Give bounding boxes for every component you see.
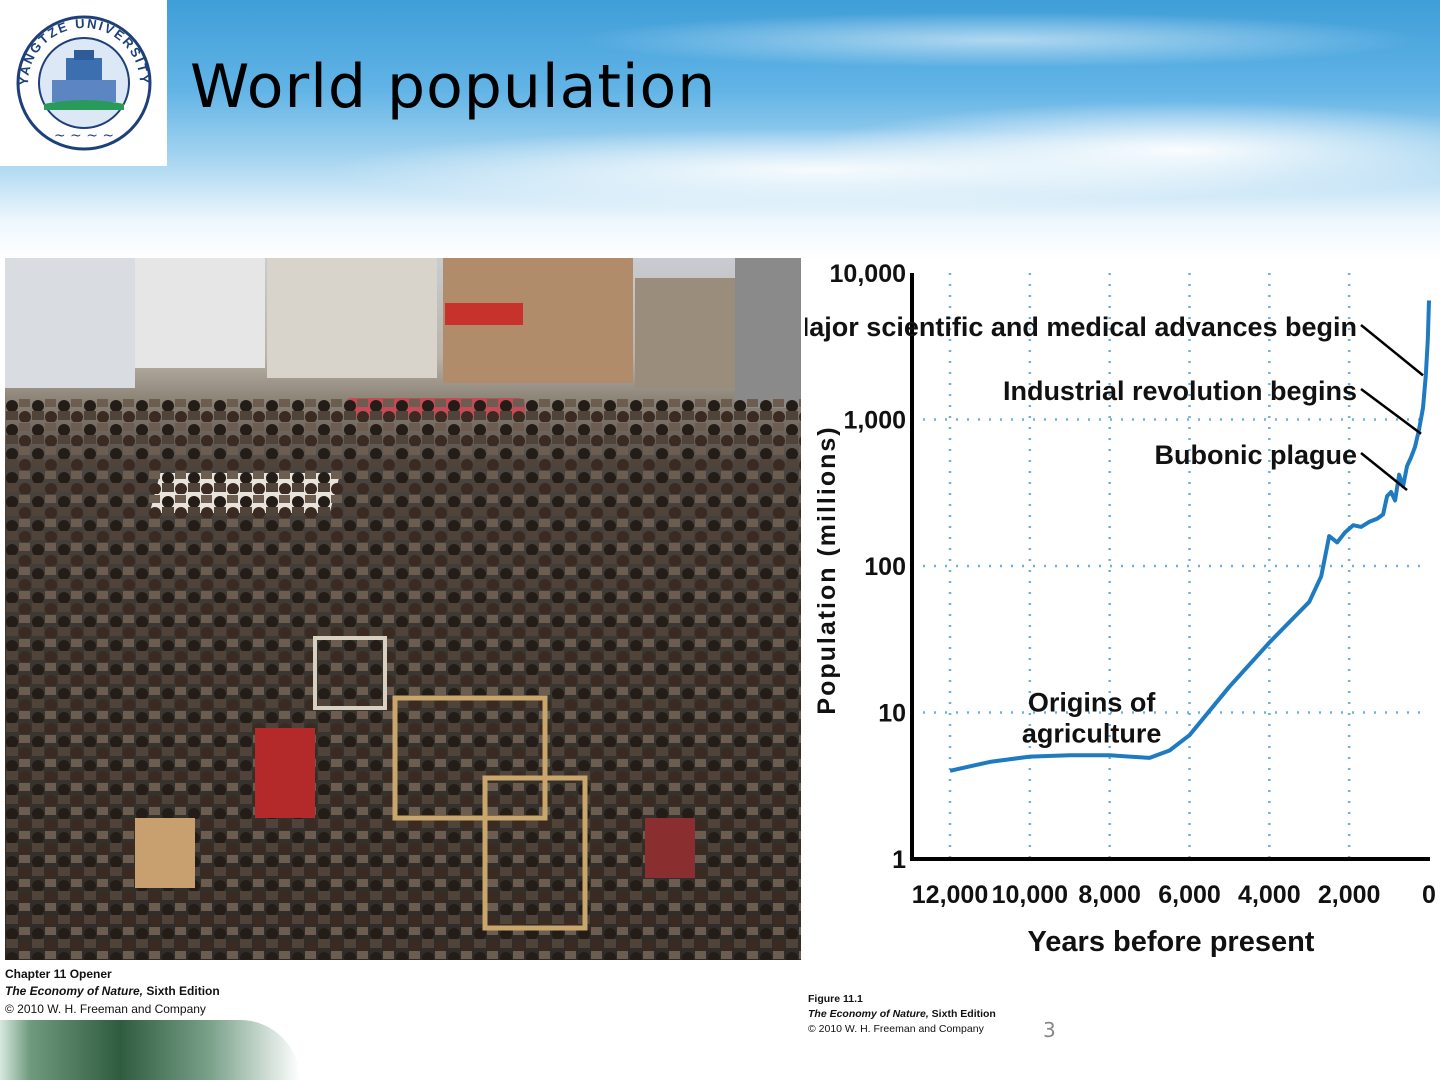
waterfall-decoration <box>0 1020 300 1080</box>
page-number: 3 <box>1043 1018 1056 1042</box>
annotation-industrial-revolution: Industrial revolution begins <box>1003 376 1357 406</box>
svg-text:~ ~ ~ ~: ~ ~ ~ ~ <box>54 128 114 144</box>
x-tick-label: 6,000 <box>1158 881 1221 909</box>
chart-grid <box>912 273 1429 859</box>
photo-caption: Chapter 11 Opener The Economy of Nature,… <box>5 966 220 1018</box>
slide-title: World population <box>190 52 717 122</box>
annotation-scientific-advances: Major scientific and medical advances be… <box>805 312 1357 342</box>
y-tick-labels: 1 10 100 1,000 10,000 <box>830 260 907 874</box>
annotation-bubonic-plague: Bubonic plague <box>1155 440 1358 470</box>
photo-caption-chapter: Chapter 11 Opener <box>5 967 112 981</box>
university-logo: YANGTZE UNIVERSITY ~ ~ ~ ~ <box>0 0 167 166</box>
x-tick-label: 2,000 <box>1318 881 1381 909</box>
y-axis-title: Population (millions) <box>813 425 841 714</box>
y-tick-label: 100 <box>864 553 906 581</box>
figure-caption-edition: Sixth Edition <box>928 1008 996 1021</box>
x-tick-labels: 12,000 10,000 8,000 6,000 4,000 2,000 0 <box>912 881 1436 909</box>
x-tick-label: 0 <box>1422 881 1436 909</box>
figure-caption-book: The Economy of Nature, <box>808 1008 929 1021</box>
y-tick-label: 1,000 <box>843 407 906 435</box>
annotation-agriculture-line1: Origins of <box>1028 688 1157 718</box>
figure-caption-number: Figure 11.1 <box>808 993 863 1005</box>
annotation-scientific-advances-leader <box>1360 324 1424 377</box>
x-axis-title: Years before present <box>1028 926 1315 958</box>
annotation-agriculture-line2: agriculture <box>1022 719 1162 749</box>
yangtze-university-seal-icon: YANGTZE UNIVERSITY ~ ~ ~ ~ <box>16 15 152 151</box>
x-tick-label: 12,000 <box>912 881 988 909</box>
photo-caption-copyright: © 2010 W. H. Freeman and Company <box>5 1001 206 1016</box>
y-tick-label: 10,000 <box>830 260 906 288</box>
sky-banner <box>0 0 1440 260</box>
figure-caption-copyright: © 2010 W. H. Freeman and Company <box>808 1023 984 1036</box>
annotation-bubonic-plague-leader <box>1360 452 1408 492</box>
annotation-industrial-revolution-leader <box>1360 387 1422 435</box>
photo-caption-book: The Economy of Nature, <box>5 984 144 999</box>
x-tick-label: 8,000 <box>1078 881 1141 909</box>
population-series-line <box>949 300 1431 773</box>
x-tick-label: 10,000 <box>992 881 1068 909</box>
y-tick-label: 1 <box>892 846 906 874</box>
crowd-illustration <box>5 398 801 960</box>
y-tick-label: 10 <box>878 700 906 728</box>
x-tick-label: 4,000 <box>1238 881 1301 909</box>
photo-caption-edition: Sixth Edition <box>143 984 220 999</box>
figure-caption: Figure 11.1 The Economy of Nature, Sixth… <box>808 992 996 1038</box>
market-crowd-photo <box>5 258 801 960</box>
